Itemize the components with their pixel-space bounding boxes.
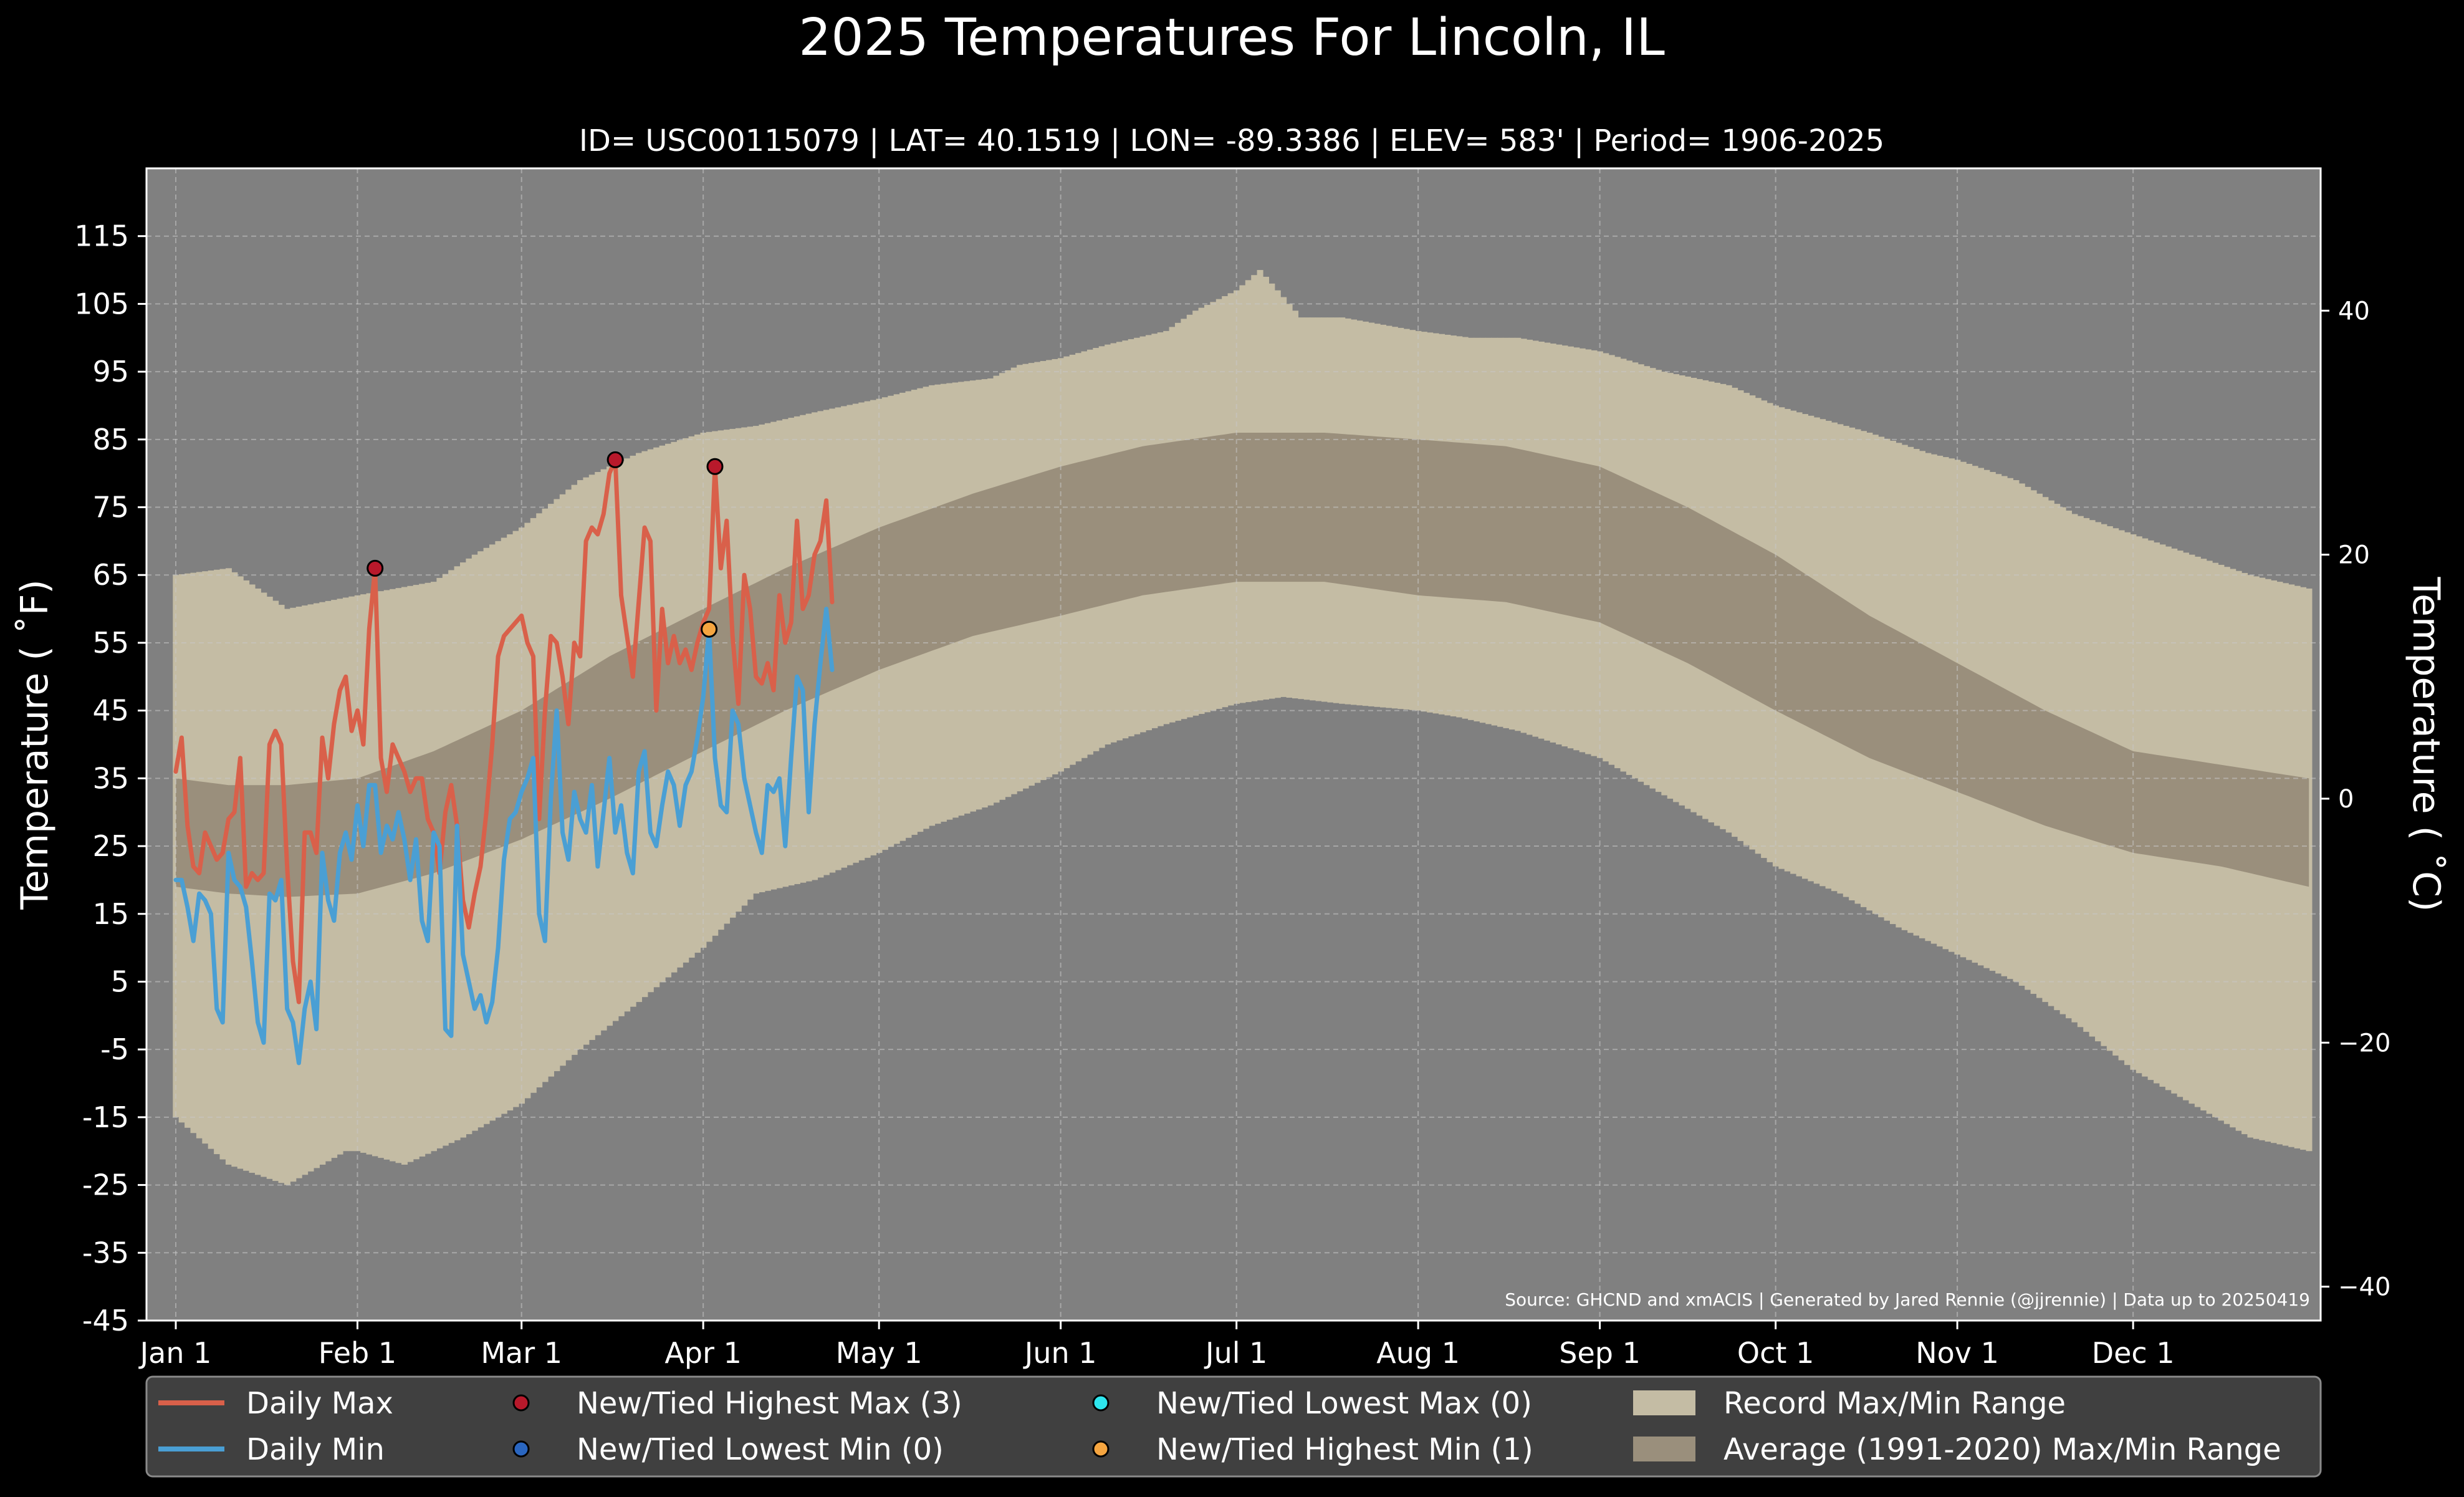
y-tick-label: 115 <box>74 219 129 253</box>
chart-title: 2025 Temperatures For Lincoln, IL <box>798 8 1665 67</box>
x-tick-label: Mar 1 <box>481 1336 562 1370</box>
legend-patch-swatch <box>1633 1390 1695 1415</box>
y-tick-label: -45 <box>82 1304 129 1337</box>
legend-label: Daily Max <box>246 1386 393 1421</box>
y-tick-label: 45 <box>92 694 129 728</box>
x-tick-label: Jan 1 <box>138 1336 212 1370</box>
legend-label: New/Tied Highest Max (3) <box>577 1386 962 1421</box>
y-tick-label: 55 <box>92 626 129 660</box>
y-tick-label: -25 <box>82 1168 129 1202</box>
legend-marker-swatch <box>1092 1440 1110 1458</box>
daily-min-line <box>173 607 835 1066</box>
x-tick-label: Nov 1 <box>1915 1336 1999 1370</box>
y-tick-label: 5 <box>111 965 129 998</box>
x-tick-label: Apr 1 <box>664 1336 741 1370</box>
y-tick-label: 95 <box>92 355 129 388</box>
record-range-bar <box>2306 588 2313 1152</box>
legend-marker-swatch <box>512 1440 530 1458</box>
legend-item-daily-min: Daily Min <box>158 1432 385 1467</box>
y-tick-label: 15 <box>92 897 129 931</box>
legend-label: Average (1991-2020) Max/Min Range <box>1723 1432 2281 1467</box>
chart-subtitle: ID= USC00115079 | LAT= 40.1519 | LON= -8… <box>579 123 1884 158</box>
legend-item-average-1991-2020-max-min-range: Average (1991-2020) Max/Min Range <box>1633 1432 2281 1467</box>
y-tick-label: 75 <box>92 491 129 524</box>
new-tied-highest-max-marker <box>606 451 624 468</box>
new-tied-highest-min-marker <box>701 620 718 638</box>
new-tied-highest-max-marker <box>706 458 724 475</box>
y-tick-label: 85 <box>92 423 129 456</box>
x-tick-label: Oct 1 <box>1737 1336 1814 1370</box>
normal-range-band <box>176 433 2309 897</box>
legend-patch-swatch <box>1633 1437 1695 1461</box>
y-right-tick-label: −40 <box>2338 1273 2390 1302</box>
legend-item-new-tied-highest-min-1: New/Tied Highest Min (1) <box>1092 1432 1533 1467</box>
legend-marker-swatch <box>1092 1394 1110 1412</box>
source-note: Source: GHCND and xmACIS | Generated by … <box>1505 1289 2310 1310</box>
daily-max-line <box>173 457 835 1004</box>
legend-item-new-tied-lowest-min-0: New/Tied Lowest Min (0) <box>512 1432 944 1467</box>
y-axis-label-right: Temperature ( ˚C) <box>2404 577 2448 912</box>
legend-label: New/Tied Lowest Max (0) <box>1156 1386 1532 1421</box>
legend-label: New/Tied Lowest Min (0) <box>577 1432 944 1467</box>
legend-item-daily-max: Daily Max <box>158 1386 393 1421</box>
legend-item-record-max-min-range: Record Max/Min Range <box>1633 1386 2066 1421</box>
y-right-tick-label: 40 <box>2338 297 2370 325</box>
x-tick-label: Aug 1 <box>1376 1336 1460 1370</box>
x-tick-label: Feb 1 <box>319 1336 396 1370</box>
x-tick-label: Sep 1 <box>1559 1336 1641 1370</box>
legend-label: Daily Min <box>246 1432 385 1467</box>
x-tick-label: May 1 <box>836 1336 923 1370</box>
legend-item-new-tied-lowest-max-0: New/Tied Lowest Max (0) <box>1092 1386 1532 1421</box>
y-tick-label: -5 <box>100 1032 129 1066</box>
legend-label: Record Max/Min Range <box>1723 1386 2066 1421</box>
y-right-tick-label: 0 <box>2338 785 2354 814</box>
y-tick-label: 25 <box>92 829 129 863</box>
x-tick-label: Jun 1 <box>1023 1336 1097 1370</box>
legend-item-new-tied-highest-max-3: New/Tied Highest Max (3) <box>512 1386 962 1421</box>
y-right-tick-label: −20 <box>2338 1029 2390 1057</box>
plot-frame <box>145 167 2322 1322</box>
legend-marker-swatch <box>512 1394 530 1412</box>
y-right-tick-label: 20 <box>2338 541 2370 570</box>
y-axis-label: Temperature ( ˚F) <box>13 579 57 910</box>
y-tick-label: -15 <box>82 1100 129 1134</box>
new-tied-highest-max-marker <box>367 559 384 577</box>
y-tick-label: 35 <box>92 761 129 795</box>
legend: Daily Max Daily Min New/Tied Highest Max (… <box>145 1375 2322 1478</box>
legend-label: New/Tied Highest Min (1) <box>1156 1432 1533 1467</box>
x-tick-label: Jul 1 <box>1204 1336 1267 1370</box>
y-tick-label: 105 <box>74 287 129 320</box>
y-tick-label: -35 <box>82 1236 129 1269</box>
y-tick-label: 65 <box>92 558 129 592</box>
x-tick-label: Dec 1 <box>2092 1336 2175 1370</box>
legend-box <box>145 1375 2322 1478</box>
